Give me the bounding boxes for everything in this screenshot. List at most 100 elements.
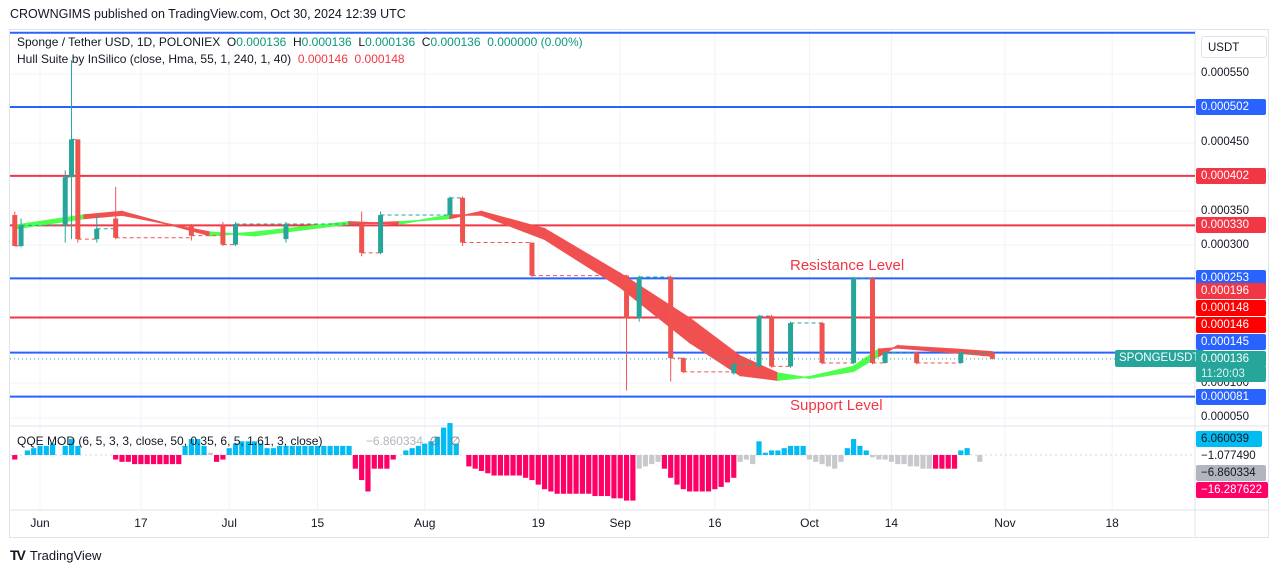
price-tick-label: 0.000050 (1201, 411, 1249, 423)
candle-body (188, 225, 194, 236)
time-tick-label: Aug (414, 516, 436, 530)
price-axis-label: 0.000146 (1196, 317, 1266, 333)
qqe-histogram-bar (371, 455, 377, 469)
qqe-histogram-bar (340, 445, 346, 455)
candle-body (359, 223, 365, 253)
qqe-histogram-bar (592, 455, 598, 497)
hull-legend[interactable]: Hull Suite by InSilico (close, Hma, 55, … (17, 52, 405, 66)
level-price-label: 0.000502 (1196, 99, 1266, 116)
candle-body (12, 215, 18, 246)
candle-body (75, 139, 81, 240)
qqe-histogram-bar (377, 455, 384, 469)
qqe-histogram-bar (497, 455, 504, 476)
qqe-legend[interactable]: QQE MOD (6, 5, 3, 3, close, 50, 0.35, 6,… (17, 434, 460, 448)
qqe-histogram-bar (541, 455, 548, 490)
price-axis-label: 0.000145 (1196, 334, 1266, 350)
close-label: C (421, 35, 431, 49)
qqe-histogram-bar (264, 448, 270, 455)
hull-ribbon-segment (878, 344, 899, 358)
level-price-label: 0.000253 (1196, 270, 1266, 287)
qqe-histogram-bar (365, 455, 371, 492)
symbol-legend[interactable]: Sponge / Tether USD, 1D, POLONIEX O0.000… (17, 35, 583, 49)
qqe-histogram-bar (428, 441, 434, 455)
hull-ribbon-segment (121, 210, 212, 237)
hull-ribbon-segment (619, 272, 691, 344)
hull-ribbon-segment (449, 210, 483, 220)
resistance-annotation: Resistance Level (790, 257, 905, 274)
qqe-histogram-bar (920, 455, 926, 469)
qqe-histogram-bar (743, 455, 749, 460)
qqe-histogram-bar (119, 455, 125, 462)
qqe-histogram-bar (251, 441, 258, 455)
qqe-histogram-bar (239, 441, 245, 455)
qqe-histogram-bar (554, 455, 560, 494)
qqe-histogram-bar (213, 455, 220, 462)
time-tick-label: 14 (884, 516, 899, 530)
tradingview-logo[interactable]: TV TradingView (10, 547, 101, 563)
qqe-histogram-bar (567, 455, 573, 494)
qqe-histogram-bar (346, 445, 352, 455)
bar-countdown: 11:20:03 (1196, 366, 1266, 382)
qqe-histogram-bar (687, 455, 693, 492)
candle-body (958, 352, 964, 363)
qqe-histogram-bar (623, 455, 630, 501)
qqe-value-2: ∅ (429, 434, 441, 448)
price-tick-label: 0.000300 (1201, 239, 1249, 251)
qqe-histogram-bar (447, 423, 453, 455)
qqe-histogram-bar (516, 455, 522, 476)
candle-body (731, 364, 737, 374)
candle-body (283, 223, 289, 240)
qqe-histogram-bar (308, 445, 314, 455)
qqe-histogram-bar (712, 455, 718, 490)
qqe-value-1: −6.860334 (365, 434, 423, 448)
qqe-histogram-bar (605, 455, 611, 497)
qqe-histogram-bar (775, 450, 781, 455)
qqe-histogram-bar (649, 455, 655, 465)
time-tick-label: 19 (531, 516, 545, 530)
qqe-histogram-bar (295, 445, 302, 455)
candle-body (769, 316, 775, 367)
qqe-histogram-bar (838, 455, 844, 462)
candle-body (914, 352, 920, 363)
high-value: 0.000136 (301, 35, 352, 49)
qqe-histogram-bar (169, 455, 176, 465)
candle-body (378, 215, 384, 253)
qqe-histogram-bar (693, 455, 699, 492)
qqe-histogram-bar (535, 455, 541, 485)
price-tick-label: 0.000350 (1201, 204, 1249, 217)
change-value: 0.000000 (0.00%) (487, 35, 583, 49)
qqe-histogram-bar (188, 439, 194, 455)
qqe-histogram-bar (384, 455, 390, 469)
qqe-histogram-bar (661, 455, 667, 469)
qqe-histogram-bar (195, 439, 201, 455)
qqe-histogram-bar (655, 455, 661, 462)
currency-button[interactable]: USDT (1201, 36, 1267, 58)
qqe-histogram-bar (163, 455, 169, 465)
low-value: 0.000136 (365, 35, 416, 49)
price-axis-label: 0.000148 (1196, 300, 1266, 316)
qqe-histogram-bar (806, 455, 813, 460)
candle-body (668, 276, 674, 359)
qqe-histogram-bar (220, 455, 226, 460)
qqe-histogram-bar (466, 455, 472, 467)
footer-brand: TradingView (29, 547, 102, 563)
qqe-histogram-bar (182, 445, 188, 455)
qqe-histogram-bar (403, 450, 409, 455)
price-axis-label: 0.000196 (1196, 283, 1266, 299)
qqe-histogram-bar (813, 455, 819, 462)
qqe-histogram-bar (737, 455, 743, 462)
qqe-histogram-bar (232, 443, 239, 455)
qqe-axis-label: 6.060039 (1196, 431, 1262, 447)
hull-ribbon-segment (777, 372, 811, 381)
qqe-histogram-bar (289, 445, 295, 455)
candle-body (882, 352, 888, 363)
qqe-histogram-bar (787, 445, 794, 455)
qqe-histogram-bar (945, 455, 951, 469)
qqe-histogram-bar (523, 455, 529, 478)
qqe-histogram-bar (731, 455, 737, 478)
qqe-histogram-bar (844, 448, 850, 455)
qqe-histogram-bar (390, 455, 396, 460)
qqe-histogram-bar (888, 455, 895, 462)
qqe-histogram-bar (75, 445, 81, 455)
